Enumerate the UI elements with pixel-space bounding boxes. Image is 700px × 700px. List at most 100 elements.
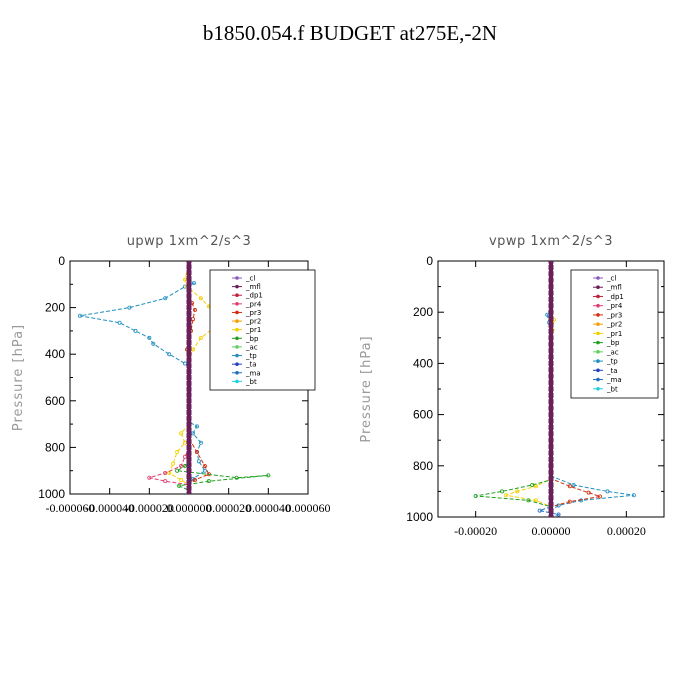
series-line xyxy=(505,261,555,517)
series-marker xyxy=(548,354,554,360)
series-marker xyxy=(202,468,207,473)
series-marker xyxy=(186,322,192,328)
legend-label: _tp xyxy=(606,358,618,366)
series-marker xyxy=(530,482,535,487)
y-tick-label: 600 xyxy=(45,394,65,408)
legend-label: _pr1 xyxy=(245,326,261,334)
series-marker xyxy=(567,499,572,504)
series-marker xyxy=(198,440,203,445)
legend-marker xyxy=(235,302,239,306)
y-tick-label: 800 xyxy=(413,459,433,473)
series-marker xyxy=(586,490,591,495)
series-marker xyxy=(548,463,554,469)
series-marker xyxy=(548,508,554,514)
series-marker xyxy=(186,305,192,311)
series-marker xyxy=(186,491,192,494)
series-marker xyxy=(198,296,203,301)
series-marker xyxy=(186,474,192,480)
legend-box xyxy=(209,269,316,391)
series-marker xyxy=(548,418,554,424)
series-marker xyxy=(533,484,538,489)
legend-marker xyxy=(235,345,239,349)
legend-marker xyxy=(235,293,239,298)
series-marker xyxy=(186,468,192,474)
series-marker xyxy=(186,415,192,421)
series-marker xyxy=(548,456,554,462)
series-marker xyxy=(183,361,188,366)
y-tick-label: 600 xyxy=(413,408,433,422)
series-marker xyxy=(548,322,554,328)
legend-label: _bt xyxy=(606,385,618,393)
legend-marker xyxy=(235,370,239,375)
series-marker xyxy=(163,471,168,476)
series-marker xyxy=(117,320,122,325)
series-marker xyxy=(186,357,192,363)
legend-label: _ac xyxy=(606,348,619,356)
series-marker xyxy=(548,348,554,354)
series-marker xyxy=(192,478,197,483)
legend-marker xyxy=(235,319,239,323)
series-marker xyxy=(186,351,192,357)
legend-marker xyxy=(596,285,600,290)
series-marker xyxy=(186,375,192,380)
series-marker xyxy=(548,360,554,366)
series-marker xyxy=(186,398,192,404)
legend-marker xyxy=(235,284,239,289)
series-marker xyxy=(186,409,192,415)
series-marker xyxy=(196,459,201,464)
legend-label: _pr3 xyxy=(245,309,261,317)
series-marker xyxy=(186,293,192,299)
series-marker xyxy=(473,494,478,499)
legend-label: _pr2 xyxy=(245,318,261,326)
series-marker xyxy=(533,498,538,503)
series-marker xyxy=(186,462,192,468)
legend-label: _pr2 xyxy=(606,321,622,329)
series-marker xyxy=(186,261,192,264)
legend-marker xyxy=(596,294,600,299)
legend-label: _pr4 xyxy=(245,300,262,308)
series-line xyxy=(79,261,206,494)
series-marker xyxy=(548,469,554,475)
x-tick-label: 0.000060 xyxy=(286,501,331,515)
legend-marker xyxy=(596,303,600,308)
legend-label: _pr1 xyxy=(606,330,622,338)
series-marker xyxy=(571,482,576,487)
legend-label: _ta xyxy=(245,361,257,369)
x-tick-label: 0.000020 xyxy=(206,501,251,515)
series-marker xyxy=(186,421,192,427)
series-marker xyxy=(186,479,192,485)
legend-label: _cl xyxy=(606,275,616,283)
series-marker xyxy=(548,514,554,517)
legend-label: _pr3 xyxy=(606,311,622,319)
series-marker xyxy=(186,444,192,450)
series-marker xyxy=(548,488,554,494)
legend-marker xyxy=(596,377,600,382)
legend: _cl_mfl_dp1_pr4_pr3_pr2_pr1_bp_ac_tp_ta_… xyxy=(570,269,659,399)
series-marker xyxy=(503,493,508,498)
series-marker xyxy=(548,444,554,450)
legend-label: _ac xyxy=(245,343,258,351)
legend-marker xyxy=(235,379,239,384)
series-line xyxy=(149,261,190,494)
legend-box xyxy=(570,269,659,399)
legend-marker xyxy=(596,313,600,317)
y-axis-label: Pressure [hPa] xyxy=(11,324,26,431)
x-tick-label: -0.000040 xyxy=(85,501,134,515)
series-marker xyxy=(548,450,554,456)
series-marker xyxy=(163,296,168,301)
x-tick-label: 0.000000 xyxy=(167,501,212,515)
series-marker xyxy=(548,424,554,430)
series-marker xyxy=(192,307,197,312)
series-marker xyxy=(548,373,554,379)
panel-title: vpwp 1xm^2/s^3 xyxy=(489,234,613,249)
legend-marker xyxy=(235,353,239,358)
series-marker xyxy=(186,386,192,392)
legend-marker xyxy=(235,327,239,332)
series-marker xyxy=(186,404,192,410)
series-marker xyxy=(548,335,554,341)
series-line xyxy=(475,261,552,517)
y-tick-label: 200 xyxy=(45,301,65,315)
series-marker xyxy=(127,305,132,310)
y-tick-label: 800 xyxy=(45,440,65,454)
series-marker xyxy=(198,335,203,340)
